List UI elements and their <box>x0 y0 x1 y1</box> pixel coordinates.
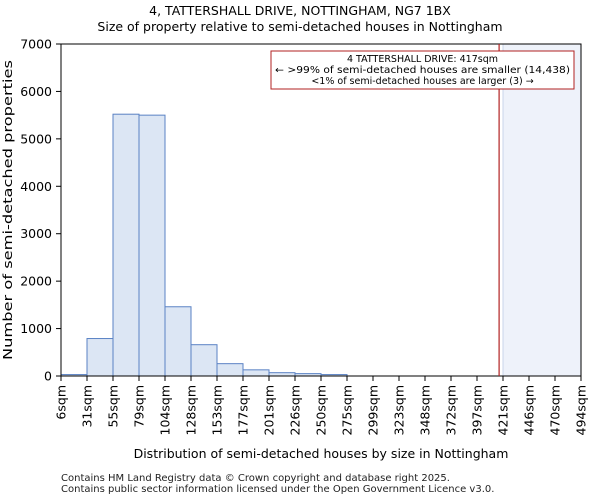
x-tick-label: 348sqm <box>418 385 433 435</box>
x-tick-label: 201sqm <box>262 385 277 435</box>
annotation-box <box>270 50 575 90</box>
x-tick-label: 250sqm <box>314 385 329 435</box>
bar-104sqm <box>164 306 192 377</box>
x-tick-label: 421sqm <box>496 385 511 435</box>
x-tick-label: 177sqm <box>236 385 251 435</box>
footer-line-2: Contains public sector information licen… <box>61 484 495 495</box>
bar-128sqm <box>190 344 218 377</box>
bar-55sqm <box>112 113 140 377</box>
x-tick-label: 226sqm <box>288 385 303 435</box>
x-tick-label: 128sqm <box>184 385 199 435</box>
x-axis-label: Distribution of semi-detached houses by … <box>134 446 509 461</box>
x-tick-label: 470sqm <box>548 385 563 435</box>
chart-title: 4, TATTERSHALL DRIVE, NOTTINGHAM, NG7 1B… <box>149 3 451 18</box>
x-tick-label: 372sqm <box>444 385 459 435</box>
y-tick-label: 0 <box>44 369 52 384</box>
y-axis-label: Number of semi-detached properties <box>0 60 15 360</box>
y-tick-label: 7000 <box>20 37 52 52</box>
y-axis-ticks: 0 1000 2000 3000 4000 5000 6000 7000 <box>20 37 61 384</box>
y-tick-label: 6000 <box>20 84 52 99</box>
x-tick-label: 397sqm <box>470 385 485 435</box>
bar-31sqm <box>86 338 114 377</box>
chart-subtitle: Size of property relative to semi-detach… <box>97 19 503 34</box>
x-tick-label: 79sqm <box>132 385 147 428</box>
x-tick-label: 55sqm <box>106 385 121 428</box>
x-tick-label: 153sqm <box>210 385 225 435</box>
x-tick-label: 323sqm <box>392 385 407 435</box>
bars-group <box>60 113 348 377</box>
bar-153sqm <box>216 363 244 377</box>
y-tick-label: 3000 <box>20 226 52 241</box>
x-tick-label: 6sqm <box>54 385 69 420</box>
larger-region-highlight <box>502 43 582 377</box>
y-tick-label: 1000 <box>20 321 52 336</box>
bar-79sqm <box>138 114 166 377</box>
bar-177sqm <box>242 369 270 377</box>
annotation-line-1: 4 TATTERSHALL DRIVE: 417sqm <box>347 54 498 65</box>
x-tick-label: 494sqm <box>574 385 589 435</box>
plot-frame <box>60 43 582 377</box>
x-tick-label: 446sqm <box>522 385 537 435</box>
x-tick-label: 275sqm <box>340 385 355 435</box>
y-tick-label: 2000 <box>20 274 52 289</box>
y-tick-label: 5000 <box>20 131 52 146</box>
annotation-line-2: ← >99% of semi-detached houses are small… <box>275 65 570 76</box>
y-tick-label: 4000 <box>20 179 52 194</box>
x-axis-ticks: 6sqm 31sqm 55sqm 79sqm 104sqm 128sqm 153sqm 177… <box>54 376 589 435</box>
annotation-line-3: <1% of semi-detached houses are larger (… <box>311 76 533 87</box>
footer-line-1: Contains HM Land Registry data © Crown c… <box>61 473 450 484</box>
x-tick-label: 31sqm <box>80 385 95 428</box>
x-tick-label: 299sqm <box>366 385 381 435</box>
x-tick-label: 104sqm <box>158 385 173 435</box>
